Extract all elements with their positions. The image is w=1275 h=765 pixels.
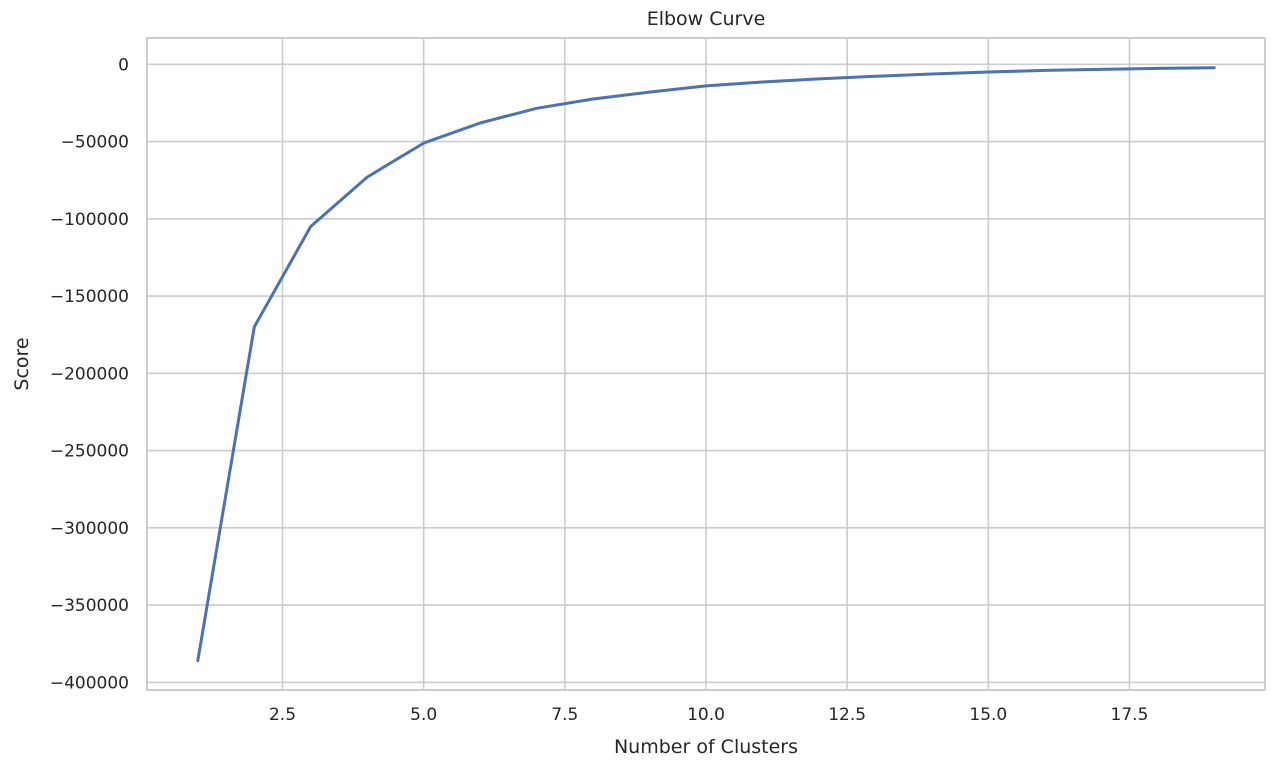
y-tick-label: −250000 — [50, 442, 129, 462]
y-tick-label: −350000 — [50, 596, 129, 616]
grid-layer — [147, 38, 1265, 690]
score-series-line — [196, 66, 1216, 663]
x-tick-label: 12.5 — [828, 705, 866, 725]
series-layer — [196, 66, 1216, 663]
chart-title: Elbow Curve — [647, 8, 766, 30]
x-tick-label: 10.0 — [687, 705, 725, 725]
x-tick-labels: 2.5 5.0 7.5 10.0 12.5 15.0 17.5 — [269, 705, 1148, 725]
x-tick-label: 2.5 — [269, 705, 296, 725]
x-tick-label: 5.0 — [410, 705, 437, 725]
y-tick-label: 0 — [118, 55, 129, 75]
y-tick-labels: 0 −50000 −100000 −150000 −200000 −250000 −3000… — [50, 55, 129, 693]
y-tick-label: −150000 — [50, 287, 129, 307]
x-tick-label: 15.0 — [969, 705, 1007, 725]
y-tick-label: −50000 — [61, 133, 129, 153]
y-tick-label: −400000 — [50, 673, 129, 693]
plot-area-frame — [146, 37, 1266, 691]
y-tick-label: −300000 — [50, 519, 129, 539]
y-tick-label: −100000 — [50, 210, 129, 230]
x-tick-label: 17.5 — [1111, 705, 1149, 725]
y-axis-title: Score — [11, 337, 33, 390]
x-axis-title: Number of Clusters — [614, 736, 798, 758]
y-tick-label: −200000 — [50, 364, 129, 384]
x-tick-label: 7.5 — [551, 705, 578, 725]
